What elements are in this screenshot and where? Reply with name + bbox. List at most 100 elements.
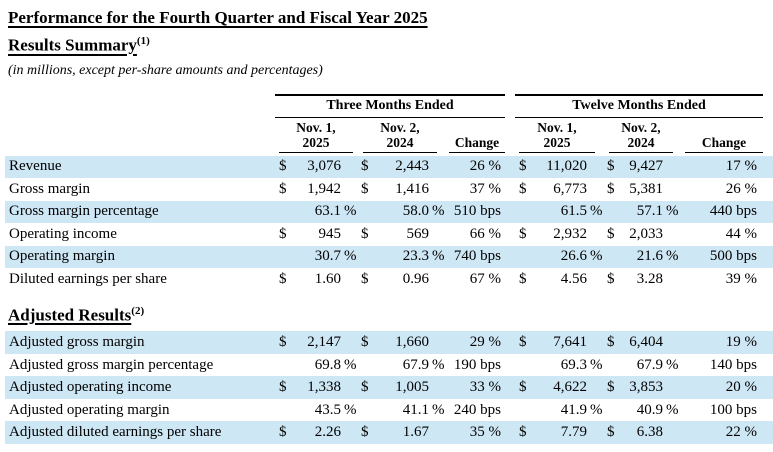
value-cell: $3.28 bbox=[603, 271, 679, 288]
currency-symbol: $ bbox=[519, 158, 527, 175]
section-adjusted-results-heading: Adjusted Results(2) bbox=[8, 305, 773, 326]
value-cell: 58.0% bbox=[357, 203, 445, 220]
currency-symbol: $ bbox=[519, 180, 527, 197]
value-cell: $7,641 bbox=[515, 334, 603, 351]
amount-value: 57.1 bbox=[636, 203, 663, 220]
value-cell: $11,020 bbox=[515, 158, 603, 175]
amount-value: 58.0 bbox=[402, 203, 429, 220]
percent-symbol: % bbox=[666, 401, 679, 418]
row-label: Gross margin percentage bbox=[9, 203, 159, 220]
row-label: Gross margin bbox=[9, 180, 90, 197]
change-value: 37 % bbox=[469, 180, 501, 197]
change-value: 39 % bbox=[725, 270, 757, 287]
currency-symbol: $ bbox=[361, 334, 369, 351]
currency-symbol: $ bbox=[279, 379, 287, 396]
amount-value: 7.79 bbox=[560, 424, 587, 441]
value-cell: $5,381 bbox=[603, 181, 679, 198]
row-label: Revenue bbox=[9, 158, 62, 175]
column-header-row: Nov. 1, 2025 Nov. 2, 2024 Change Nov. 1, 20… bbox=[5, 120, 773, 153]
value-cell: $7.79 bbox=[515, 424, 603, 441]
value-cell: 69.8% bbox=[275, 357, 357, 374]
change-value: 44 % bbox=[725, 225, 757, 242]
row-filler bbox=[763, 94, 773, 118]
amount-value: 1,005 bbox=[395, 379, 429, 396]
value-cell: $1.60 bbox=[275, 271, 357, 288]
percent-symbol: % bbox=[432, 248, 445, 265]
change-value: 20 % bbox=[725, 379, 757, 396]
currency-symbol: $ bbox=[519, 270, 527, 287]
value-cell: $6,773 bbox=[515, 181, 603, 198]
value-cell: $1,942 bbox=[275, 181, 357, 198]
value-cell: $0.96 bbox=[357, 271, 445, 288]
change-value: 33 % bbox=[469, 379, 501, 396]
table-header: Three Months Ended Twelve Months Ended N… bbox=[5, 93, 773, 153]
amount-value: 1,660 bbox=[395, 334, 429, 351]
amount-value: 41.9 bbox=[560, 401, 587, 418]
percent-symbol: % bbox=[432, 401, 445, 418]
percent-symbol: % bbox=[344, 401, 357, 418]
change-value: 140 bps bbox=[709, 356, 757, 373]
section-results-summary-heading: Results Summary(1) bbox=[8, 35, 773, 56]
amount-value: 7,641 bbox=[553, 334, 587, 351]
change-value: 100 bps bbox=[709, 401, 757, 418]
group-header-three-months: Three Months Ended bbox=[275, 93, 505, 118]
amount-value: 2,147 bbox=[307, 334, 341, 351]
table-row: Adjusted operating income $1,338 $1,005 33 … bbox=[5, 376, 773, 399]
value-cell: $1,660 bbox=[357, 334, 445, 351]
value-cell: 30.7% bbox=[275, 248, 357, 265]
change-value: 66 % bbox=[469, 225, 501, 242]
amount-value: 569 bbox=[406, 225, 430, 242]
percent-symbol: % bbox=[590, 248, 603, 265]
currency-symbol: $ bbox=[607, 180, 615, 197]
value-cell: $6.38 bbox=[603, 424, 679, 441]
value-cell: 61.5% bbox=[515, 203, 603, 220]
row-label: Adjusted gross margin bbox=[9, 334, 145, 351]
amount-value: 3.28 bbox=[636, 270, 663, 287]
currency-symbol: $ bbox=[279, 424, 287, 441]
percent-symbol: % bbox=[666, 356, 679, 373]
value-cell: 23.3% bbox=[357, 248, 445, 265]
value-cell: $4.56 bbox=[515, 271, 603, 288]
results-summary-heading-text: Results Summary bbox=[8, 35, 137, 55]
change-value: 17 % bbox=[725, 158, 757, 175]
amount-value: 63.1 bbox=[314, 203, 341, 220]
amount-value: 69.8 bbox=[314, 356, 341, 373]
column-header-nov2-2024: Nov. 2, 2024 bbox=[603, 120, 679, 153]
currency-symbol: $ bbox=[607, 158, 615, 175]
value-cell: $2,147 bbox=[275, 334, 357, 351]
row-label: Operating income bbox=[9, 225, 117, 242]
value-cell: 67.9% bbox=[603, 357, 679, 374]
value-cell: 21.6% bbox=[603, 248, 679, 265]
amount-value: 6.38 bbox=[636, 424, 663, 441]
column-header-nov1-2025: Nov. 1, 2025 bbox=[515, 120, 603, 153]
value-cell: $569 bbox=[357, 226, 445, 243]
column-header-change: Change bbox=[445, 135, 505, 153]
currency-symbol: $ bbox=[607, 424, 615, 441]
amount-value: 21.6 bbox=[636, 248, 663, 265]
currency-symbol: $ bbox=[279, 180, 287, 197]
amount-value: 1.60 bbox=[314, 270, 341, 287]
value-cell: $1,005 bbox=[357, 379, 445, 396]
amount-value: 9,427 bbox=[629, 158, 663, 175]
change-value: 26 % bbox=[469, 158, 501, 175]
percent-symbol: % bbox=[344, 248, 357, 265]
value-cell: 41.1% bbox=[357, 402, 445, 419]
value-cell: $1,416 bbox=[357, 181, 445, 198]
amount-value: 2,443 bbox=[395, 158, 429, 175]
value-cell: $3,853 bbox=[603, 379, 679, 396]
amount-value: 6,404 bbox=[629, 334, 663, 351]
amount-value: 40.9 bbox=[636, 401, 663, 418]
value-cell: 63.1% bbox=[275, 203, 357, 220]
group-header-spacer bbox=[5, 94, 275, 118]
change-value: 67 % bbox=[469, 270, 501, 287]
percent-symbol: % bbox=[590, 203, 603, 220]
currency-symbol: $ bbox=[279, 158, 287, 175]
currency-symbol: $ bbox=[361, 379, 369, 396]
change-value: 440 bps bbox=[709, 203, 757, 220]
amount-value: 26.6 bbox=[560, 248, 587, 265]
value-cell: $9,427 bbox=[603, 158, 679, 175]
currency-symbol: $ bbox=[607, 270, 615, 287]
column-header-nov1-2025: Nov. 1, 2025 bbox=[275, 120, 357, 153]
amount-value: 30.7 bbox=[314, 248, 341, 265]
table-row: Adjusted operating margin 43.5% 41.1% 240 b… bbox=[5, 399, 773, 422]
